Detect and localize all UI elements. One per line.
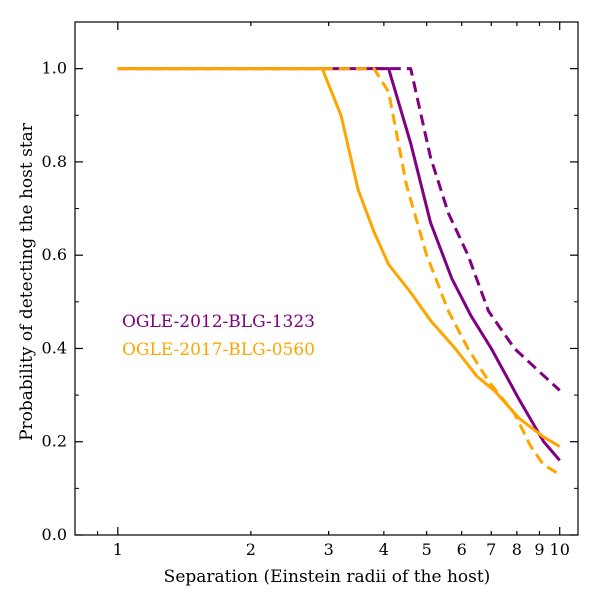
legend-entry: OGLE-2012-BLG-1323 xyxy=(122,312,315,332)
y-tick-label: 0.0 xyxy=(42,525,67,544)
y-tick-label: 0.4 xyxy=(42,338,67,357)
y-tick-label: 0.6 xyxy=(42,245,67,264)
plot-frame xyxy=(74,21,579,536)
x-tick-label: 9 xyxy=(534,540,544,559)
y-axis-label: Probability of detecting the host star xyxy=(17,122,37,441)
x-tick-label: 7 xyxy=(486,540,496,559)
x-tick-label: 6 xyxy=(457,540,467,559)
x-tick-label: 10 xyxy=(550,540,570,559)
series-line-ogle-2012-blg-1323-solid xyxy=(117,67,561,462)
y-tick-label: 1.0 xyxy=(42,59,67,78)
series-line-ogle-2017-blg-0560-solid xyxy=(117,67,561,448)
legend-entry: OGLE-2017-BLG-0560 xyxy=(122,340,315,360)
series-layer xyxy=(117,67,561,476)
x-tick-label: 2 xyxy=(246,540,256,559)
x-tick-label: 4 xyxy=(379,540,389,559)
y-tick-label: 0.8 xyxy=(42,152,67,171)
axes-layer: 0.0 0.2 0.4 0.6 0.8 1.0 1 2 3 4 5 6 7 8 9 10 xyxy=(42,21,579,559)
x-tick-label: 1 xyxy=(113,540,123,559)
legend-layer: OGLE-2012-BLG-1323 OGLE-2017-BLG-0560 xyxy=(122,312,315,360)
series-line-ogle-2017-blg-0560-dashed xyxy=(117,67,561,476)
y-tick-label: 0.2 xyxy=(42,432,67,451)
x-tick-label: 3 xyxy=(324,540,334,559)
x-tick-label: 8 xyxy=(512,540,522,559)
x-axis-label: Separation (Einstein radii of the host) xyxy=(164,567,491,587)
x-tick-label: 5 xyxy=(422,540,432,559)
